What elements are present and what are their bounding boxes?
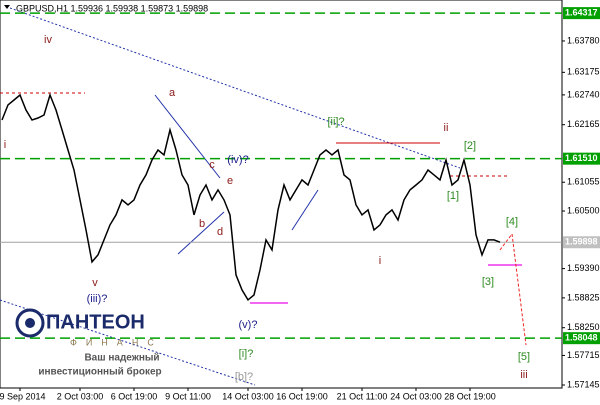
price-label-box — [563, 152, 600, 165]
logo: ПАНТЕОН ФИНАНС Ваш надежный инвестиционн… — [15, 308, 163, 378]
x-tick-label: 6 Oct 19:00 — [111, 391, 158, 401]
wave-label: e — [227, 175, 233, 187]
wave-label: [1] — [447, 190, 459, 202]
wave-label: [i]? — [239, 348, 254, 360]
logo-tagline: инвестиционный брокер — [38, 366, 161, 378]
wave-label: i — [379, 255, 381, 267]
wave-label: iii — [520, 369, 527, 381]
wave-label: (v)? — [239, 319, 258, 331]
wave-label: d — [217, 226, 223, 238]
y-tick-label: 1.62740 — [567, 89, 600, 99]
wave-label: c — [209, 159, 215, 171]
title-icon — [4, 5, 10, 9]
logo-name: ПАНТЕОН — [46, 311, 145, 333]
y-tick-label: 1.63780 — [567, 35, 600, 45]
plot-frame — [0, 0, 563, 389]
drawings — [0, 7, 527, 386]
price-label-box — [563, 236, 600, 249]
wave-label: iv — [44, 34, 52, 46]
channel-line — [291, 189, 319, 231]
channel-line — [154, 94, 221, 179]
trend-line — [9, 7, 461, 169]
y-tick-label: 1.57145 — [567, 379, 600, 389]
price-label-box — [563, 7, 600, 20]
channel-line — [177, 211, 225, 255]
price-line — [1, 92, 501, 302]
x-tick-label: 2 Oct 03:00 — [57, 391, 104, 401]
logo-mark — [25, 318, 35, 328]
logo-mark — [15, 308, 45, 338]
price-label: 1.59898 — [565, 237, 598, 247]
y-tick-label: 1.59390 — [567, 263, 600, 273]
x-tick-label: 28 Oct 19:00 — [444, 391, 496, 401]
wave-label: b — [199, 218, 205, 230]
price-label-box — [563, 332, 600, 345]
chart-title: GBPUSD,H1 1.59936 1.59938 1.59873 1.5989… — [16, 3, 208, 13]
price-label: 1.64317 — [565, 7, 598, 17]
x-tick-label: 21 Oct 11:00 — [337, 391, 388, 401]
y-tick-label: 1.57715 — [567, 350, 600, 360]
x-tick-label: 24 Oct 03:00 — [390, 391, 442, 401]
wave-label: [5] — [518, 351, 530, 363]
y-tick-label: 1.58250 — [567, 322, 600, 332]
x-tick-label: 9 Oct 11:00 — [165, 391, 211, 401]
y-tick-label: 1.58825 — [567, 292, 600, 302]
wave-label: [3] — [482, 276, 494, 288]
wave-label: [2] — [464, 140, 476, 152]
wave-label: [b]? — [235, 371, 253, 383]
wave-label: a — [169, 87, 176, 99]
y-tick-label: 1.61055 — [567, 177, 600, 187]
wave-label: (iii)? — [87, 293, 108, 305]
forecast-path — [499, 232, 527, 346]
wave-label: (iv)? — [227, 154, 248, 166]
logo-sub: ФИНАНС — [70, 337, 163, 347]
price-label: 1.61510 — [565, 153, 598, 163]
price-label: 1.58048 — [565, 333, 598, 343]
y-tick-label: 1.63175 — [567, 67, 600, 77]
wave-label: ii — [444, 122, 449, 134]
y-tick-label: 1.62165 — [567, 119, 600, 129]
logo-tagline: Ваш надежный — [84, 353, 159, 364]
trend-line — [0, 299, 256, 386]
y-tick-label: 1.60500 — [567, 205, 600, 215]
x-tick-label: 29 Sep 2014 — [0, 391, 46, 401]
wave-label: [ii]? — [327, 116, 344, 128]
wave-label: [4] — [506, 216, 518, 228]
wave-label: v — [92, 277, 98, 289]
x-tick-label: 16 Oct 19:00 — [276, 391, 328, 401]
wave-label: i — [4, 139, 6, 151]
x-tick-label: 14 Oct 03:00 — [222, 391, 274, 401]
